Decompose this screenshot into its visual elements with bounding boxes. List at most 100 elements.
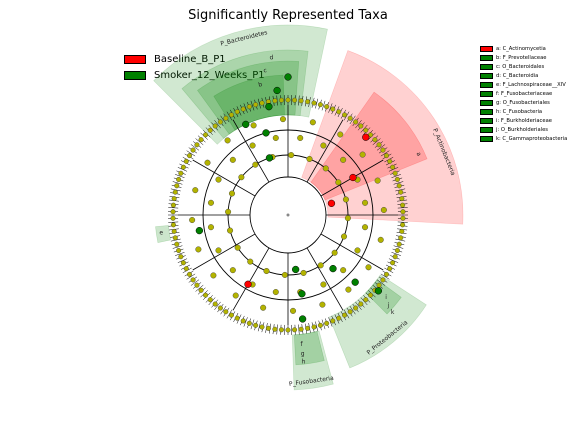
tip-node: [217, 119, 223, 125]
tip-node: [390, 164, 396, 170]
taxa-swatch: [480, 72, 493, 79]
tip-node: [363, 127, 369, 133]
inner-node: [300, 269, 307, 276]
leaf-edge: [175, 252, 185, 256]
taxa-label: e: F_Lachnospiraceae__XIV: [496, 81, 566, 88]
tip-node: [178, 170, 184, 176]
tip-node: [194, 282, 200, 288]
inner-node: [228, 190, 235, 197]
tip-node: [228, 112, 234, 118]
inner-node: [204, 159, 211, 166]
enriched-node-red: [244, 280, 252, 288]
inner-node: [320, 281, 327, 288]
tip-node: [180, 164, 186, 170]
inner-node: [210, 272, 217, 279]
inner-node: [207, 224, 214, 231]
leaf-edge: [214, 120, 221, 129]
leaf-edge: [397, 221, 408, 223]
tip-node: [330, 318, 336, 324]
level-arc: [227, 154, 349, 276]
taxa-label: a: C_Actinomycetia: [496, 45, 546, 52]
leaf-edge: [393, 181, 404, 185]
tip-node: [212, 301, 218, 307]
enriched-node-green: [298, 290, 306, 298]
leaf-edge: [250, 319, 255, 330]
tip-node: [278, 97, 284, 103]
taxa-legend-item: c: O_Bacteroidales: [480, 62, 567, 71]
inner-node: [229, 156, 236, 163]
taxa-legend-item: a: C_Actinomycetia: [480, 44, 567, 53]
clade-label-g: g: [301, 351, 305, 358]
inner-node: [380, 206, 387, 213]
taxa-swatch: [480, 81, 493, 88]
taxa-label: i: F_Burkholderiaceae: [496, 117, 552, 124]
leaf-edge: [355, 301, 362, 310]
inner-node: [345, 286, 352, 293]
clade-sectors: [153, 24, 464, 391]
leaf-edge: [328, 103, 333, 113]
tip-node: [203, 132, 209, 138]
leaf-edge: [195, 138, 204, 146]
tip-node: [170, 222, 176, 228]
inner-node: [341, 233, 348, 240]
taxa-legend-item: f: F_Fusobacteriaceae: [480, 89, 567, 98]
tip-node: [240, 106, 246, 112]
tip-node: [358, 123, 364, 129]
enriched-node-green: [329, 264, 337, 273]
inner-node: [297, 134, 304, 141]
leaf-edge: [349, 115, 356, 125]
sector-fgh: [293, 331, 325, 366]
tip-node: [228, 312, 234, 318]
leaf-edge: [328, 317, 333, 327]
leaf-edge: [168, 221, 179, 223]
clade-label-h: h: [302, 359, 306, 366]
clade-label-c: c: [263, 67, 267, 74]
leaf-edge: [186, 150, 196, 157]
taxa-swatch: [480, 99, 493, 106]
branch-edge: [306, 247, 344, 311]
taxa-legend-item: e: F_Lachnospiraceae__XIV: [480, 80, 567, 89]
taxa-legend-item: b: F_Prevotellaceae: [480, 53, 567, 62]
taxa-swatch: [480, 117, 493, 124]
tip-node: [305, 99, 311, 105]
tip-node: [246, 320, 252, 326]
inner-node: [252, 161, 259, 168]
tip-node: [330, 106, 336, 112]
tip-node: [311, 324, 317, 330]
sector-fusobacteria: [291, 330, 334, 391]
taxa-label: g: O_Fusobacteriales: [496, 99, 550, 106]
tip-node: [212, 123, 218, 129]
sector-a: [310, 91, 428, 201]
taxa-legend-item: j: O_Burkholderiales: [480, 125, 567, 134]
leaf-edge: [220, 115, 227, 125]
tip-node: [178, 254, 184, 260]
tip-node: [396, 241, 402, 247]
inner-node: [337, 131, 344, 138]
tip-node: [174, 241, 180, 247]
inner-node: [340, 267, 347, 274]
taxa-swatch: [480, 45, 493, 52]
tip-node: [207, 297, 213, 303]
inner-node: [344, 215, 351, 222]
taxa-legend: a: C_Actinomycetia b: F_Prevotellaceae c…: [480, 44, 567, 143]
enriched-node-green: [284, 73, 292, 81]
clade-label-e: e: [159, 229, 163, 236]
leaf-edge: [372, 138, 381, 146]
inner-node: [229, 267, 236, 274]
tip-node: [190, 147, 196, 153]
tip-node: [180, 260, 186, 266]
tip-node: [353, 305, 359, 311]
inner-node: [195, 246, 202, 253]
leaf-edge: [393, 245, 404, 249]
tip-node: [342, 112, 348, 118]
tip-node: [203, 292, 209, 298]
enriched-node-green: [374, 287, 383, 295]
leaf-edge: [321, 319, 326, 330]
tip-node: [234, 315, 240, 321]
tip-node: [170, 202, 176, 208]
taxa-label: d: C_Bacteroidia: [496, 72, 539, 79]
tip-node: [298, 98, 304, 104]
tip-node: [285, 327, 291, 333]
branch-edge: [306, 119, 344, 183]
inner-node: [189, 217, 196, 224]
